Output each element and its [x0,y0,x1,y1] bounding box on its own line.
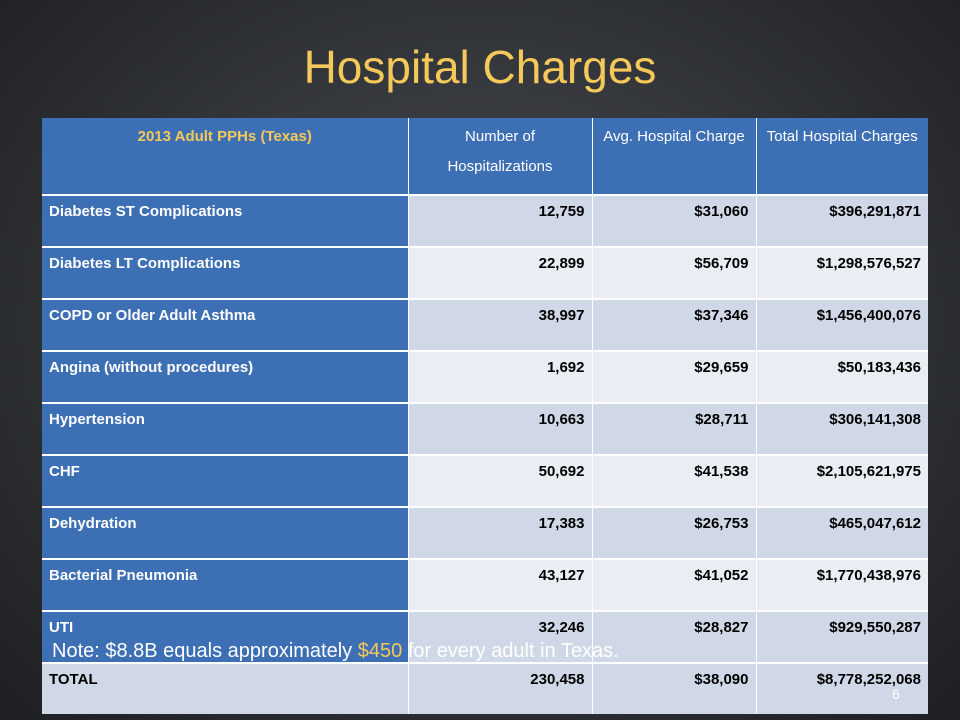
slide-title: Hospital Charges [303,41,657,93]
cell-avg-charge: $41,052 [591,558,756,611]
header-avg-charge: Avg. Hospital Charge [592,118,757,195]
cell-condition: TOTAL [42,662,408,714]
cell-hospitalizations: 38,997 [407,298,592,351]
cell-condition: Dehydration [42,506,408,559]
cell-avg-charge: $28,711 [591,402,756,455]
cell-hospitalizations: 17,383 [407,506,592,559]
cell-total-charges: $2,105,621,975 [755,454,928,507]
cell-avg-charge: $38,090 [591,662,756,714]
table-row: Dehydration 17,383 $26,753 $465,047,612 [42,506,928,559]
table-row: UTI 32,246 $28,827 $929,550,287 [42,610,928,663]
cell-hospitalizations: 230,458 [407,662,592,714]
cell-avg-charge: $37,346 [591,298,756,351]
cell-avg-charge: $41,538 [591,454,756,507]
cell-total-charges: $306,141,308 [755,402,928,455]
hospital-charges-table: 2013 Adult PPHs (Texas) Number of Hospit… [42,118,928,714]
cell-hospitalizations: 1,692 [407,350,592,403]
table-header-row: 2013 Adult PPHs (Texas) Number of Hospit… [42,118,928,195]
table-row: CHF 50,692 $41,538 $2,105,621,975 [42,454,928,507]
cell-avg-charge: $29,659 [591,350,756,403]
cell-condition: Bacterial Pneumonia [42,558,408,611]
header-condition: 2013 Adult PPHs (Texas) [42,118,409,195]
cell-condition: Angina (without procedures) [42,350,408,403]
footnote: Note: $8.8B equals approximately $450 fo… [52,640,619,663]
cell-condition: UTI [42,610,408,663]
cell-hospitalizations: 22,899 [407,246,592,299]
table-row: Angina (without procedures) 1,692 $29,659 $… [42,350,928,403]
cell-total-charges: $465,047,612 [755,506,928,559]
table-row: Diabetes LT Complications 22,899 $56,709 $1… [42,246,928,299]
cell-condition: Hypertension [42,402,408,455]
total-row: TOTAL 230,458 $38,090 $8,778,252,068 [42,662,928,714]
table-body: Diabetes ST Complications 12,759 $31,060 $3… [42,194,928,714]
header-hospitalizations: Number of Hospitalizations [408,118,593,195]
cell-total-charges: $1,298,576,527 [755,246,928,299]
note-suffix: for every adult in Texas. [402,640,619,662]
cell-condition: COPD or Older Adult Asthma [42,298,408,351]
page-number: 6 [892,686,900,702]
cell-avg-charge: $26,753 [591,506,756,559]
cell-condition: CHF [42,454,408,507]
cell-hospitalizations: 43,127 [407,558,592,611]
cell-total-charges: $50,183,436 [755,350,928,403]
table-row: Hypertension 10,663 $28,711 $306,141,308 [42,402,928,455]
table-row: COPD or Older Adult Asthma 38,997 $37,346 $… [42,298,928,351]
cell-total-charges: $8,778,252,068 [755,662,928,714]
cell-total-charges: $396,291,871 [755,194,928,247]
cell-condition: Diabetes ST Complications [42,194,408,247]
note-highlight: $450 [357,640,403,662]
cell-total-charges: $1,456,400,076 [755,298,928,351]
cell-condition: Diabetes LT Complications [42,246,408,299]
table-row: Diabetes ST Complications 12,759 $31,060 $3… [42,194,928,247]
cell-hospitalizations: 12,759 [407,194,592,247]
cell-total-charges: $1,770,438,976 [755,558,928,611]
cell-avg-charge: $56,709 [591,246,756,299]
header-total-charges: Total Hospital Charges [756,118,928,195]
cell-avg-charge: $28,827 [591,610,756,663]
cell-hospitalizations: 50,692 [407,454,592,507]
table-row: Bacterial Pneumonia 43,127 $41,052 $1,770,4… [42,558,928,611]
note-prefix: Note: $8.8B equals approximately [52,640,358,662]
cell-total-charges: $929,550,287 [755,610,928,663]
cell-avg-charge: $31,060 [591,194,756,247]
cell-hospitalizations: 32,246 [407,610,592,663]
cell-hospitalizations: 10,663 [407,402,592,455]
